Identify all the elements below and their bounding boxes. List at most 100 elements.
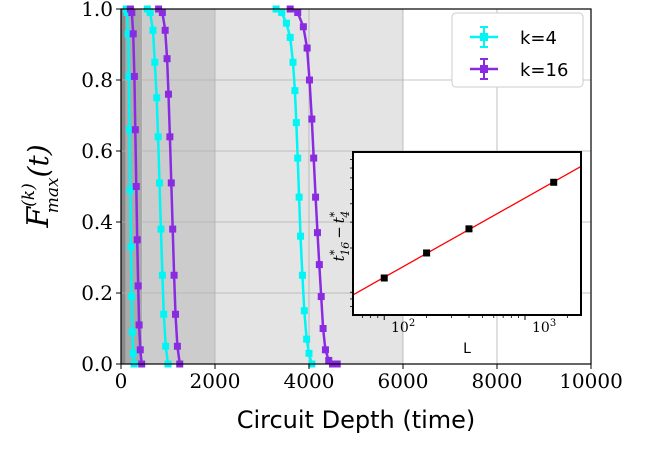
series-marker-5-11 (319, 325, 327, 332)
series-marker-5-7 (312, 193, 320, 201)
inset-point-0 (380, 274, 388, 282)
series-marker-1-10 (162, 342, 170, 350)
series-marker-4-7 (169, 225, 177, 233)
x-tick-label-3: 6000 (378, 369, 429, 393)
legend: k=4 k=16 (451, 12, 584, 88)
y-tick-label-4: 0.8 (81, 68, 113, 92)
series-marker-3-8 (135, 321, 143, 329)
series-marker-5-5 (308, 115, 316, 123)
series-lines (122, 5, 341, 368)
x-axis-ticks: 0 2000 4000 6000 8000 10000 (115, 364, 623, 393)
series-marker-1-5 (154, 133, 162, 141)
legend-item-k4: k=4 (470, 26, 557, 49)
series-marker-4-9 (172, 310, 180, 318)
series-marker-1-8 (158, 271, 166, 279)
series-line-k=16-L1600 (289, 7, 338, 366)
series-marker-1-3 (151, 58, 159, 66)
series-marker-4-4 (164, 90, 172, 98)
series-marker-5-10 (317, 293, 325, 301)
series-marker-0-9 (129, 349, 137, 357)
series-marker-2-2 (282, 19, 290, 27)
series-marker-3-4 (131, 126, 139, 134)
series-marker-5-12 (321, 346, 329, 354)
legend-label-k4: k=4 (520, 28, 557, 49)
series-marker-3-7 (134, 282, 142, 290)
ylabel-arg: (t) (22, 144, 55, 177)
series-marker-3-6 (133, 236, 141, 244)
series-marker-5-2 (299, 23, 307, 31)
series-marker-4-10 (173, 342, 181, 350)
series-marker-3-9 (136, 346, 144, 354)
ylabel-sup: (k) (19, 183, 39, 207)
series-marker-0-3 (125, 72, 133, 80)
plot-frame (120, 8, 592, 365)
series-marker-3-3 (130, 72, 138, 80)
series-marker-3-2 (129, 30, 137, 38)
series-marker-3-1 (128, 9, 136, 17)
x-tick-label-2: 4000 (284, 369, 335, 393)
y-tick-label-0: 0.0 (81, 352, 113, 376)
series-marker-2-9 (297, 232, 305, 240)
ylabel-sub: max (43, 177, 63, 213)
series-marker-2-12 (303, 335, 311, 343)
inset-point-1 (423, 249, 431, 257)
inset-tick-label-100: 102 (391, 318, 415, 336)
series-marker-3-5 (132, 183, 140, 190)
series-marker-5-9 (315, 261, 323, 269)
y-tick-label-5: 1.0 (81, 0, 113, 21)
series-marker-5-1 (294, 9, 302, 17)
series-marker-1-7 (157, 225, 165, 233)
inset-y-ticks (350, 159, 353, 307)
series-marker-4-3 (163, 55, 171, 63)
x-tick-label-5: 10000 (559, 369, 623, 393)
x-tick-label-4: 8000 (472, 369, 523, 393)
y-axis-label: F(k) max(t) (19, 144, 63, 228)
series-marker-5-13 (325, 356, 333, 364)
series-marker-2-1 (278, 9, 286, 17)
series-marker-4-6 (167, 179, 175, 187)
series-marker-4-8 (170, 271, 178, 279)
y-tick-label-1: 0.2 (81, 281, 113, 305)
legend-item-k16: k=16 (470, 58, 568, 81)
series-marker-0-7 (128, 293, 136, 301)
inset-x-axis-label: L (463, 341, 471, 357)
series-marker-0-2 (124, 30, 132, 38)
series-marker-0-8 (128, 328, 136, 336)
shaded-region-0 (121, 9, 126, 364)
series-marker-5-4 (305, 76, 313, 84)
series-marker-4-5 (166, 133, 174, 141)
series-marker-1-4 (153, 94, 161, 102)
series-marker-0-5 (126, 186, 134, 194)
inset-points (380, 178, 558, 282)
legend-label-k16: k=16 (520, 60, 568, 81)
y-tick-label-3: 0.6 (81, 139, 113, 163)
inset-tick-label-1000: 103 (532, 318, 556, 336)
series-marker-2-3 (286, 33, 294, 41)
x-axis-label: Circuit Depth (time) (237, 406, 476, 434)
series-marker-2-5 (291, 87, 299, 95)
series-marker-4-1 (158, 9, 166, 17)
series-marker-2-11 (300, 307, 308, 315)
svg-text:F(k)max(t): F(k) max(t) (19, 144, 63, 228)
inset-point-2 (465, 225, 473, 233)
x-tick-label-1: 2000 (190, 369, 241, 393)
inset-y-axis-label: t*16−t*4 (328, 211, 352, 262)
series-marker-5-6 (310, 154, 318, 162)
inset-plot: 102 103 L t*16−t*4 (328, 151, 582, 357)
series-marker-1-2 (149, 26, 157, 34)
series-marker-2-7 (294, 154, 302, 162)
series-marker-2-13 (305, 349, 313, 357)
series-marker-2-4 (289, 58, 297, 66)
inset-x-ticks (362, 315, 568, 320)
inset-frame (352, 151, 582, 316)
series-marker-1-9 (160, 310, 168, 318)
inset-background (353, 152, 581, 315)
inset-point-3 (550, 178, 558, 186)
legend-marker-k4 (480, 33, 488, 41)
series-marker-0-6 (127, 243, 135, 251)
x-tick-label-0: 0 (115, 369, 128, 393)
series-marker-0-1 (123, 9, 131, 17)
series-marker-2-8 (295, 193, 303, 201)
ylabel-main: F (21, 206, 56, 229)
